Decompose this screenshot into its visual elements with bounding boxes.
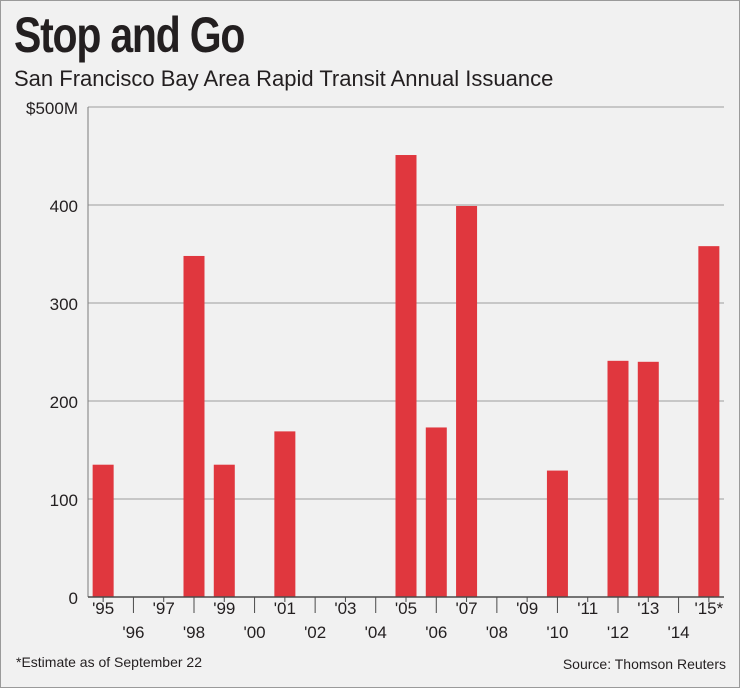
x-tick-label-12: '12 (607, 623, 629, 642)
x-tick-label-98: '98 (183, 623, 205, 642)
source-credit: Source: Thomson Reuters (562, 656, 726, 672)
x-tick-label-08: '08 (486, 623, 508, 642)
footnote: *Estimate as of September 22 (16, 654, 202, 670)
bar-98 (183, 255, 205, 597)
x-tick-label-01: '01 (274, 599, 296, 618)
x-tick-label-07: '07 (455, 599, 477, 618)
bar-13 (637, 361, 659, 597)
x-tick-label-10: '10 (546, 623, 568, 642)
bar-99 (213, 464, 235, 597)
bar-15 (698, 246, 720, 597)
x-tick-label-15: '15* (694, 599, 723, 618)
x-tick-label-99: '99 (213, 599, 235, 618)
bar-10 (546, 470, 568, 597)
x-tick-label-03: '03 (334, 599, 356, 618)
bar-07 (456, 205, 478, 598)
bar-95 (92, 464, 114, 597)
y-tick-label-300: 300 (50, 295, 78, 314)
chart-title: Stop and Go (14, 7, 245, 63)
x-tick-label-14: '14 (667, 623, 689, 642)
x-tick-label-02: '02 (304, 623, 326, 642)
x-tick-label-95: '95 (92, 599, 114, 618)
x-tick-label-04: '04 (365, 623, 387, 642)
y-tick-label-100: 100 (50, 491, 78, 510)
x-tick-label-97: '97 (153, 599, 175, 618)
x-tick-label-13: '13 (637, 599, 659, 618)
x-tick-label-11: '11 (577, 599, 598, 618)
y-tick-label-400: 400 (50, 197, 78, 216)
y-tick-label-500: $500M (26, 99, 78, 118)
y-tick-label-200: 200 (50, 393, 78, 412)
bar-01 (274, 431, 296, 597)
x-tick-label-06: '06 (425, 623, 447, 642)
x-tick-label-00: '00 (243, 623, 265, 642)
bar-layer (92, 155, 720, 598)
y-tick-label-0: 0 (69, 589, 78, 608)
chart-subtitle: San Francisco Bay Area Rapid Transit Ann… (14, 66, 554, 91)
bar-06 (425, 427, 447, 597)
bar-05 (395, 155, 417, 597)
x-tick-label-09: '09 (516, 599, 538, 618)
bar-12 (607, 360, 629, 597)
x-tick-label-96: '96 (122, 623, 144, 642)
axis-layer: 0 100 200 300 400 $500M '95 '96 '97 '98 '99 '00 '01 '… (26, 99, 724, 642)
x-tick-label-05: '05 (395, 599, 417, 618)
